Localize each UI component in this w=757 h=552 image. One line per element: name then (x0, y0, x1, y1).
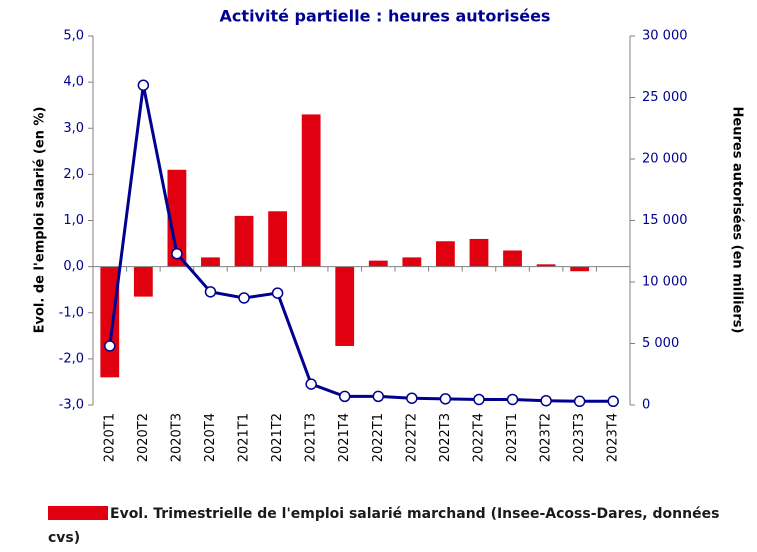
bar (167, 169, 187, 267)
chart: Activité partielle : heures autorisées E… (33, 7, 745, 463)
bar (402, 257, 422, 267)
x-tick-label: 2023T2 (539, 413, 554, 462)
x-tick-label: 2022T4 (471, 413, 486, 462)
y-tick-label: 3,0 (63, 121, 84, 136)
y-tick-label: -2,0 (59, 351, 84, 366)
line-marker (104, 340, 116, 352)
legend-swatch (48, 506, 108, 520)
bar (335, 266, 355, 346)
bar (201, 257, 220, 267)
line-marker (406, 392, 418, 404)
bar (268, 211, 287, 267)
line (108, 84, 614, 403)
bar (133, 266, 153, 297)
y2-tick-label: 5 000 (642, 336, 679, 351)
line-marker (338, 390, 351, 403)
line-marker (238, 292, 250, 304)
bar (469, 238, 489, 267)
bar (436, 241, 455, 267)
x-tick-label: 2022T1 (371, 413, 386, 462)
x-tick-label: 2022T3 (438, 413, 453, 462)
line-marker (573, 395, 586, 408)
y-tick-label: -3,0 (59, 398, 84, 413)
x-tick-label: 2022T2 (404, 413, 419, 462)
x-tick-label: 2020T1 (102, 413, 117, 462)
y2-tick-label: 0 (642, 398, 650, 413)
line-marker (506, 393, 519, 406)
x-tick-label: 2021T3 (304, 413, 319, 462)
y2-tick-label: 25 000 (642, 90, 688, 105)
line-marker (137, 79, 150, 91)
x-tick-label: 2023T4 (606, 413, 621, 462)
x-tick-label: 2021T1 (237, 413, 252, 462)
line-marker (473, 393, 485, 406)
y2-tick-label: 15 000 (642, 213, 688, 228)
x-tick-label: 2021T2 (270, 413, 285, 462)
y2-axis-title: Heures autorisées (en milliers) (730, 107, 745, 334)
y2-tick-label: 10 000 (642, 275, 688, 290)
line-marker (271, 287, 284, 299)
y-tick-label: 1,0 (63, 213, 84, 228)
line-marker (171, 247, 183, 260)
bar (100, 266, 120, 378)
y-tick-label: 0,0 (63, 259, 84, 274)
y2-tick-label: 30 000 (642, 29, 688, 44)
legend-label: Evol. Trimestrielle de l'emploi salarié … (48, 506, 720, 546)
y2-tick-label: 20 000 (642, 152, 688, 167)
bar (570, 266, 590, 272)
bar (536, 264, 556, 267)
bar (301, 114, 321, 267)
x-tick-label: 2020T4 (203, 413, 218, 462)
x-tick-label: 2023T3 (572, 413, 587, 462)
line-marker (439, 393, 452, 405)
x-tick-label: 2020T2 (136, 413, 151, 462)
x-tick-label: 2023T1 (505, 413, 520, 462)
y-tick-label: 5,0 (63, 29, 84, 44)
line-marker (607, 395, 619, 408)
line-marker (305, 378, 317, 390)
legend: Evol. Trimestrielle de l'emploi salarié … (48, 502, 728, 550)
line-marker (372, 390, 385, 403)
bar (503, 250, 522, 267)
y-tick-label: -1,0 (59, 305, 84, 320)
x-tick-label: 2021T4 (337, 413, 352, 462)
y-axis-title: Evol. de l'emploi salarié (en %) (33, 107, 48, 334)
x-tick-label: 2020T3 (169, 413, 184, 462)
bar (234, 215, 254, 267)
y-tick-label: 4,0 (63, 75, 84, 90)
chart-title: Activité partielle : heures autorisées (220, 7, 551, 26)
line-marker (540, 394, 552, 407)
line-marker (204, 286, 217, 298)
y-tick-label: 2,0 (63, 167, 84, 182)
bar (368, 260, 388, 267)
